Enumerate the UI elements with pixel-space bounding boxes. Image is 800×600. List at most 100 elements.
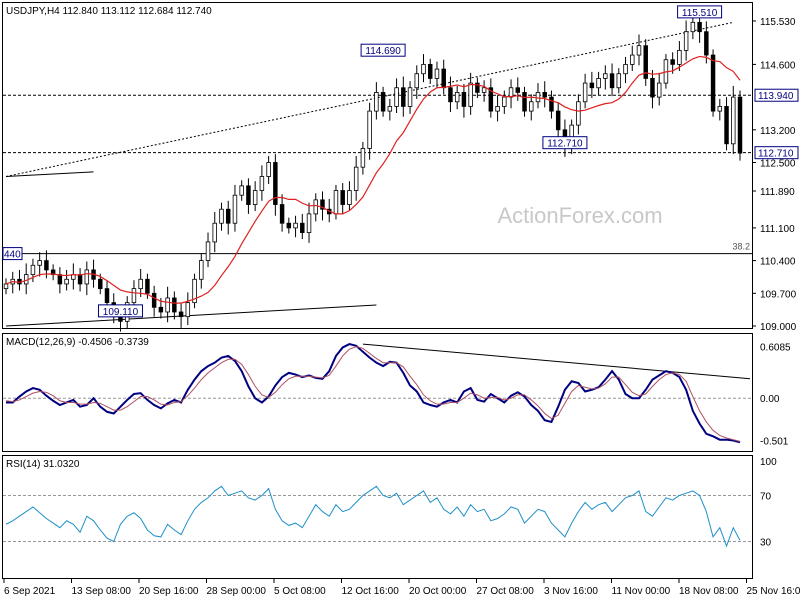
candle-body [138,278,143,290]
candle-body [300,222,305,233]
candle-body [212,222,217,243]
level-label-box [754,146,799,160]
candle-body [502,96,507,107]
candle-body [246,185,251,205]
candle-body [151,292,157,308]
price-tick-label: 109.000 [760,322,797,333]
candle-body [266,162,271,177]
x-tick-label: 5 Oct 08:00 [274,586,326,597]
candle-body [199,260,204,280]
candle-body [387,106,393,112]
candle-body [306,213,312,233]
candle-body [259,176,265,191]
trendline [5,171,94,178]
candle-body [279,204,285,224]
candle-body [488,87,494,112]
candle-body [313,199,318,215]
candle-body [252,190,258,205]
candle-body [158,306,164,313]
candle-body [454,92,460,103]
candle-body [333,190,339,215]
candle-body [145,278,150,294]
price-tick-label: 113.200 [760,126,796,137]
price-tick-label: 109.700 [760,289,797,300]
rsi-tick-label: 100 [760,457,777,468]
candle-body [724,106,729,145]
macd-panel [2,333,753,452]
x-tick-label: 28 Sep 00:00 [207,586,267,597]
moving-average-line [5,55,741,304]
candle-body [535,92,541,103]
level-label-box [754,88,799,102]
price-tick-label: 110.400 [760,257,796,268]
fib-left-label: 440 [4,250,21,261]
candle-body [232,194,238,224]
candle-body [30,264,36,276]
candle-body [3,283,9,290]
x-tick-label: 6 Sep 2021 [4,586,56,597]
candle-body [630,54,635,65]
candle-body [582,82,588,103]
price-annotation-label: 112.710 [547,139,583,150]
price-annotation-box [97,304,143,318]
candle-body [64,278,69,285]
rsi-panel [2,455,753,579]
candle-body [704,31,709,56]
candle-body [360,148,366,168]
candle-body [98,278,103,290]
candle-body [185,302,191,318]
candle-body [347,190,352,205]
candle-body [683,31,689,51]
candle-body [643,45,648,79]
candle-body [44,260,49,271]
candle-body [650,78,655,98]
candle-body [84,269,90,285]
candle-body [609,73,615,89]
candle-body [165,297,170,313]
candle-body [192,278,197,304]
candle-body [380,92,386,112]
price-tick-label: 114.600 [760,60,796,71]
trendline [5,304,377,327]
candle-body [468,82,473,107]
candle-body [731,96,736,145]
macd-tick-label: 0.6085 [760,343,791,354]
price-header: USDJPY,H4 112.840 113.112 112.684 112.74… [6,6,212,17]
level-label: 113.940 [758,91,794,102]
candle-body [401,87,406,107]
candle-body [616,73,622,89]
candle-body [737,96,743,154]
candle-body [448,87,453,103]
candle-body [353,166,359,191]
macd-trendline [362,343,751,380]
price-annotation-label: 115.510 [682,8,718,19]
candle-body [576,101,581,126]
candle-body [57,274,63,285]
candle-body [219,208,224,224]
candle-body [286,222,292,229]
candle-body [515,87,521,93]
candle-body [670,59,675,65]
fib-left-label-box [2,247,23,261]
candle-body [77,274,83,285]
candle-body [596,78,601,89]
candle-body [677,49,682,65]
candle-body [623,63,628,75]
candle-body [522,92,527,112]
x-tick-label: 13 Sep 08:00 [72,586,132,597]
candle-body [690,21,696,33]
candle-body [717,106,723,112]
candle-body [475,82,480,93]
price-tick-label: 115.530 [760,17,796,28]
x-tick-label: 20 Sep 16:00 [139,586,199,597]
candle-body [131,288,137,304]
rsi-tick-label: 30 [760,538,772,549]
macd-tick-label: 0.00 [760,394,780,405]
price-tick-label: 111.890 [760,187,795,198]
candle-body [394,87,399,107]
candle-body [178,311,184,318]
price-annotation-box [542,136,588,150]
candle-body [589,82,595,89]
candle-body [407,87,413,107]
x-tick-label: 3 Nov 16:00 [544,586,598,597]
